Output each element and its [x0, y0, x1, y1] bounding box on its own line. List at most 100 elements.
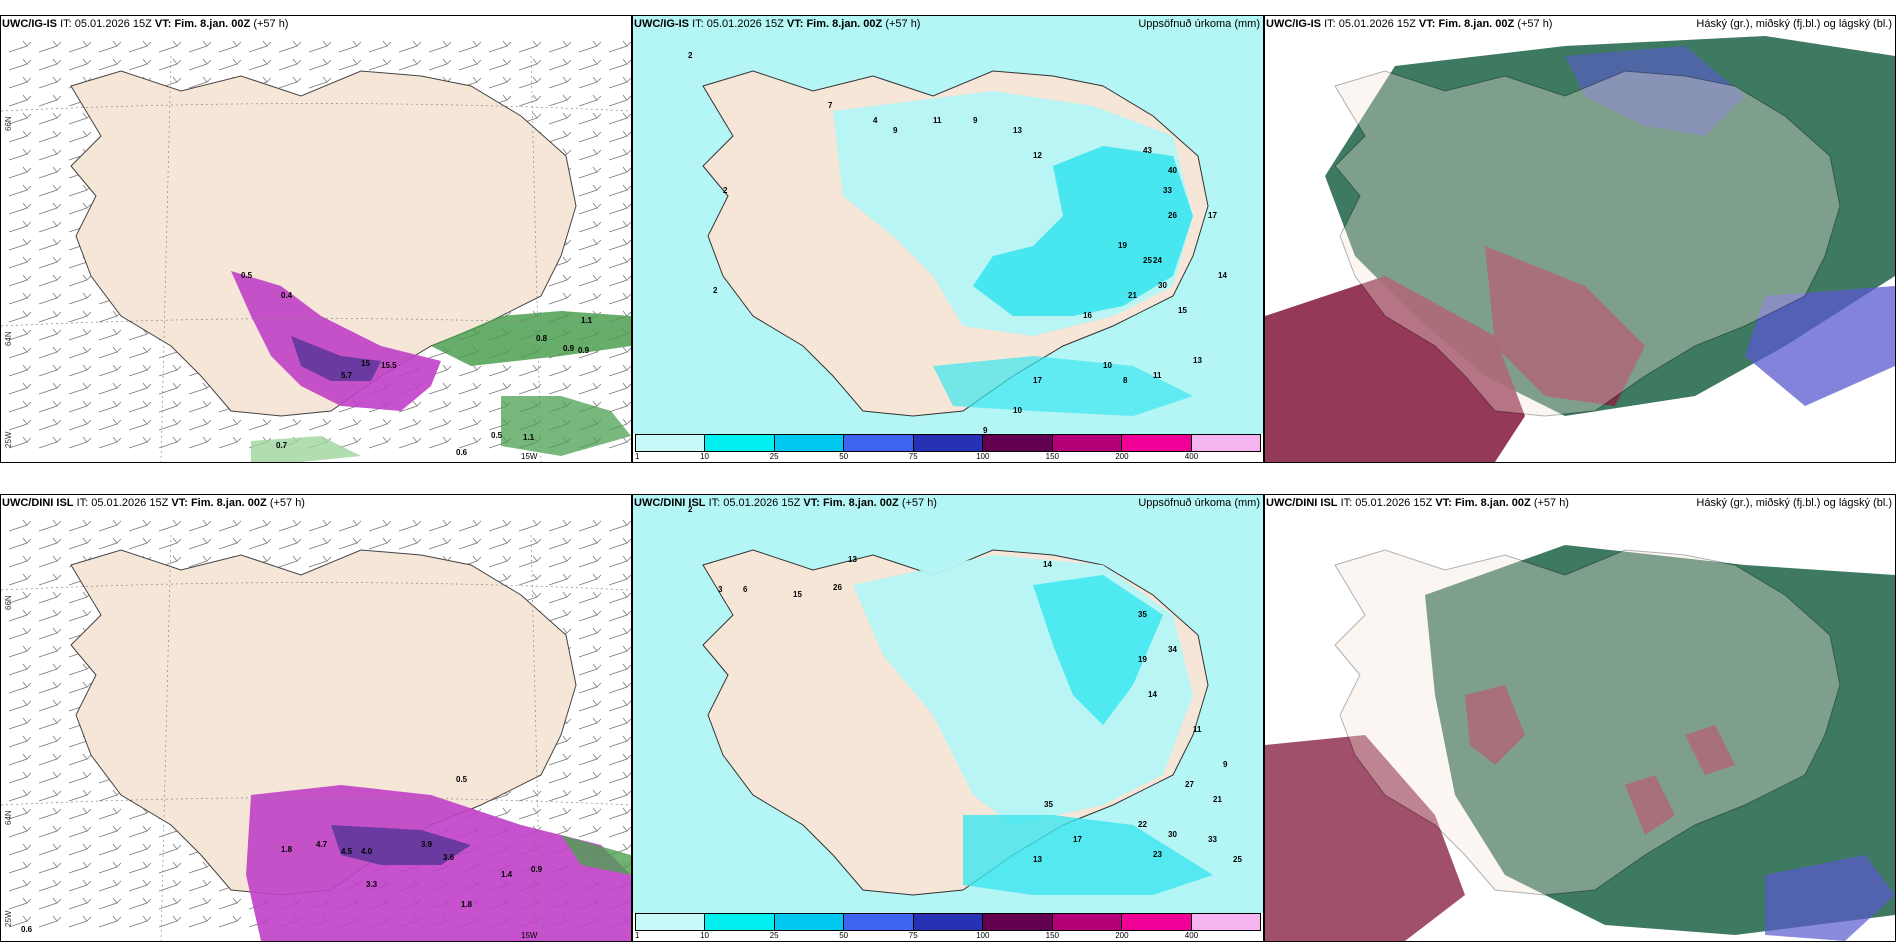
- wind-barb: [338, 40, 362, 53]
- wind-barb: [578, 825, 602, 838]
- wind-barb: [8, 825, 32, 838]
- wind-barb: [68, 897, 92, 910]
- wind-barb: [128, 346, 152, 359]
- wind-barb: [608, 184, 631, 197]
- wind-barb: [578, 112, 602, 125]
- wind-barb: [8, 364, 32, 377]
- wind-barb: [98, 843, 122, 856]
- wind-barb: [608, 591, 631, 604]
- wind-barb: [608, 382, 631, 395]
- wind-barb: [548, 364, 572, 377]
- lon-15-label: 15W: [521, 452, 538, 461]
- wind-barb: [98, 807, 122, 820]
- map-value-label: 10: [1013, 406, 1022, 415]
- it-value: 05.01.2026 15Z: [723, 497, 801, 509]
- rain-area-sw: [251, 436, 361, 462]
- it-value: 05.01.2026 15Z: [1338, 18, 1416, 30]
- wind-barb: [98, 328, 122, 341]
- map-value-label: 19: [1138, 655, 1147, 664]
- colorbar-box: [636, 435, 706, 451]
- lat-66-label: 66N: [4, 595, 13, 610]
- map-value-label: 35: [1044, 800, 1053, 809]
- wind-barb: [608, 663, 631, 676]
- wind-barb: [278, 76, 302, 89]
- lead-time: (+57 h): [253, 18, 289, 30]
- lead-time: (+57 h): [1517, 18, 1553, 30]
- colorbar-tick-label: 400: [1184, 931, 1199, 940]
- map-value-label: 0.5: [241, 271, 253, 280]
- map-value-label: 9: [973, 116, 978, 125]
- wind-barb: [8, 717, 32, 730]
- model-name: UWC/IG-IS: [1266, 18, 1321, 30]
- wind-barb: [38, 328, 62, 341]
- wind-barb: [518, 807, 542, 820]
- it-value: 05.01.2026 15Z: [74, 18, 152, 30]
- map-value-label: 0.8: [536, 334, 548, 343]
- colorbar-tick-label: 200: [1115, 931, 1129, 940]
- wind-barb: [8, 400, 32, 413]
- wind-barb: [548, 807, 572, 820]
- wind-barb: [518, 789, 542, 802]
- wind-barb: [8, 346, 32, 359]
- panel-title: Uppsöfnuð úrkoma (mm): [1138, 497, 1260, 509]
- wind-barb: [98, 418, 122, 431]
- colorbar-tick-label: 75: [908, 931, 918, 940]
- panel-header: UWC/DINI ISL IT: 05.01.2026 15Z VT: Fim.…: [2, 497, 305, 509]
- colorbar-ticks: 1 10 25 50 75 100 150 200 400: [635, 931, 1261, 941]
- wind-barb: [68, 609, 92, 622]
- wind-barb: [8, 130, 32, 143]
- map-value-label: 1.1: [581, 316, 593, 325]
- wind-barb: [488, 519, 512, 532]
- colorbar-box: [983, 435, 1053, 451]
- map-value-label: 15: [1178, 306, 1187, 315]
- precip-south: [963, 815, 1213, 895]
- wind-barb: [68, 346, 92, 359]
- map-value-label: 33: [1208, 835, 1217, 844]
- wind-barb: [68, 418, 92, 431]
- wind-barb: [578, 202, 602, 215]
- wind-barb: [608, 202, 631, 215]
- wind-barb: [158, 843, 182, 856]
- wind-barb: [548, 292, 572, 305]
- wind-barb: [338, 519, 362, 532]
- wind-barb: [578, 292, 602, 305]
- wind-barb: [428, 400, 452, 413]
- wind-barb: [128, 879, 152, 892]
- wind-barb: [8, 699, 32, 712]
- wind-barb: [38, 753, 62, 766]
- lead-time: (+57 h): [885, 18, 921, 30]
- wind-barb: [578, 717, 602, 730]
- map-value-label: 17: [1073, 835, 1082, 844]
- wind-barb: [518, 537, 542, 550]
- wind-barb: [248, 537, 272, 550]
- colorbar-boxes: [635, 913, 1261, 931]
- wind-barb: [578, 699, 602, 712]
- grid-lines: [1, 534, 631, 941]
- lon-25-label: 25W: [4, 431, 13, 448]
- model-name: UWC/DINI ISL: [2, 497, 74, 509]
- wind-barb: [128, 436, 152, 449]
- panel-header: UWC/DINI ISL IT: 05.01.2026 15Z VT: Fim.…: [1266, 497, 1569, 509]
- wind-barb: [578, 184, 602, 197]
- wind-barb: [38, 184, 62, 197]
- wind-barb: [218, 40, 242, 53]
- map-value-label: 26: [833, 583, 842, 592]
- wind-barb: [98, 58, 122, 71]
- wind-barb: [38, 519, 62, 532]
- iceland-land: [1334, 70, 1841, 417]
- wind-barb: [578, 364, 602, 377]
- wind-barb: [68, 519, 92, 532]
- precip-colorbar: 1 10 25 50 75 100 150 200 400: [635, 913, 1261, 941]
- wind-barb: [158, 364, 182, 377]
- colorbar-box: [1191, 914, 1260, 930]
- wind-barb: [548, 94, 572, 107]
- map-ig-clouds: [1265, 16, 1895, 462]
- wind-barb: [578, 94, 602, 107]
- wind-barb: [548, 555, 572, 568]
- lat-66-label: 66N: [4, 116, 13, 131]
- wind-barb: [578, 519, 602, 532]
- wind-barb: [158, 879, 182, 892]
- wind-barb: [518, 555, 542, 568]
- map-value-label: 1.4: [501, 870, 513, 879]
- wind-barb: [608, 220, 631, 233]
